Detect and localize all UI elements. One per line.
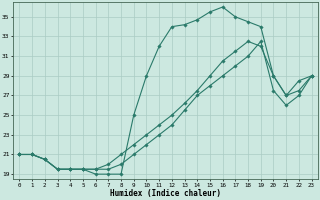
X-axis label: Humidex (Indice chaleur): Humidex (Indice chaleur) <box>110 189 221 198</box>
